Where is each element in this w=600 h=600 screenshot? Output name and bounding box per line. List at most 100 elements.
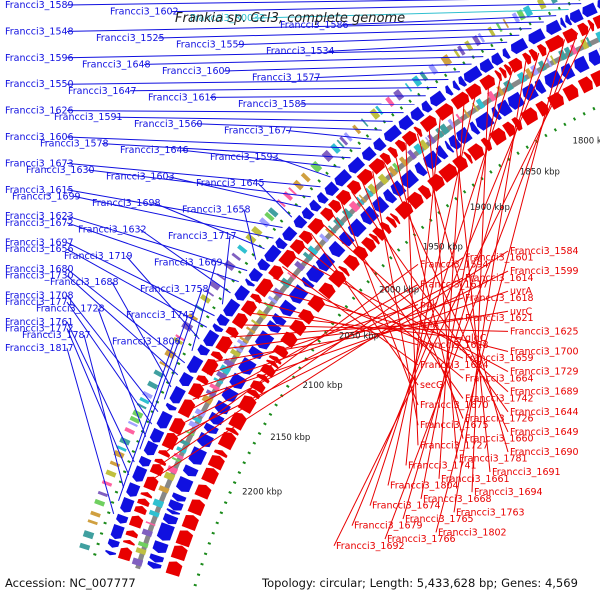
reverse-gene-label[interactable]: Francci3_1781 [459, 454, 528, 465]
reverse-gene-label[interactable]: Francci3_1621 [465, 313, 534, 324]
gene-arrow [587, 19, 595, 32]
forward-gene-label[interactable]: Francci3_1645 [196, 178, 265, 189]
forward-gene-label[interactable]: Francci3_1646 [120, 145, 189, 156]
reverse-gene-label[interactable]: Francci3_1664 [465, 373, 534, 384]
forward-gene-label[interactable]: Francci3_1771 [5, 297, 74, 308]
forward-gene-label[interactable]: Francci3_1589 [5, 0, 74, 11]
reverse-gene-label[interactable]: Francci3_1659 [465, 353, 534, 364]
forward-gene-label[interactable]: Francci3_1550 [5, 79, 74, 90]
forward-gene-label[interactable]: Francci3_1758 [140, 284, 209, 295]
forward-gene-label[interactable]: Francci3_1673 [5, 158, 74, 169]
reverse-gene-label[interactable]: Francci3_1700 [510, 347, 579, 358]
forward-gene-label[interactable]: Francci3_1719 [64, 251, 133, 262]
forward-gene-label[interactable]: Francci3_1728 [36, 304, 105, 315]
forward-gene-label[interactable]: Francci3_1630 [26, 165, 95, 176]
forward-gene-label[interactable]: Francci3_1772 [5, 323, 74, 334]
forward-gene-label[interactable]: Francci3_1602 [110, 7, 179, 18]
forward-gene-label[interactable]: Francci3_1603 [106, 172, 175, 183]
reverse-gene-label[interactable]: Francci3_1661 [441, 474, 510, 485]
forward-gene-label[interactable]: Francci3_1761 [5, 317, 74, 328]
reverse-gene-label[interactable]: Francci3_1679 [354, 521, 423, 532]
forward-gene-label[interactable]: Francci3_1669 [154, 257, 223, 268]
forward-gene-label[interactable]: Francci3_1577 [252, 73, 321, 84]
forward-gene-label[interactable]: Francci3_1525 [96, 33, 165, 44]
forward-gene-label[interactable]: Francci3_1817 [5, 343, 74, 354]
reverse-gene-label[interactable]: Francci3_1742 [465, 393, 534, 404]
reverse-gene-label[interactable]: Francci3_1634 [420, 360, 489, 371]
forward-gene-label[interactable]: Francci3_1698 [92, 198, 161, 209]
forward-gene-label[interactable]: Francci3_1699 [12, 191, 81, 202]
forward-gene-label[interactable]: Francci3_1787 [22, 330, 91, 341]
forward-gene-label[interactable]: Francci3_1578 [40, 139, 109, 150]
forward-gene-label[interactable]: Francci3_1647 [68, 86, 137, 97]
forward-gene-label[interactable]: Francci3_1632 [78, 224, 147, 235]
reverse-gene-label[interactable]: Francci3_1649 [510, 427, 579, 438]
reverse-gene-label[interactable]: Francci3_1675 [420, 420, 489, 431]
reverse-gene-label[interactable]: Francci3_1614 [465, 273, 534, 284]
forward-gene-label[interactable]: Francci3_1559 [176, 40, 245, 51]
label-leader [73, 195, 274, 239]
reverse-gene-label[interactable]: Francci3_1670 [420, 400, 489, 411]
forward-gene-label[interactable]: Francci3_1534 [266, 46, 335, 57]
reverse-gene-label[interactable]: Francci3_1617 [420, 280, 489, 291]
reverse-gene-label[interactable]: Francci3_1628 [420, 340, 489, 351]
forward-gene-label[interactable]: Francci3_1743 [126, 310, 195, 321]
reverse-gene-label[interactable]: uvrC [510, 306, 533, 317]
forward-gene-label[interactable]: Francci3_1626 [5, 106, 74, 117]
reverse-gene-label[interactable]: Francci3_1763 [456, 507, 525, 518]
reverse-gene-label[interactable]: uvrA [510, 286, 533, 297]
forward-gene-label[interactable]: Francci3_1708 [5, 290, 74, 301]
forward-gene-label[interactable]: Francci3_1680 [5, 264, 74, 275]
reverse-gene-label[interactable]: Francci3_1692 [336, 541, 405, 552]
reverse-gene-label[interactable]: Francci3_1765 [405, 514, 474, 525]
reverse-gene-label[interactable]: Francci3_1694 [474, 487, 543, 498]
reverse-gene-label[interactable]: glgC [465, 333, 487, 344]
forward-gene-label[interactable]: Francci3_1616 [148, 92, 217, 103]
reverse-gene-label[interactable]: Francci3_1625 [510, 326, 579, 337]
reverse-gene-label[interactable]: Francci3_1729 [510, 367, 579, 378]
forward-gene-label[interactable]: Francci3_1591 [54, 112, 123, 123]
forward-gene-label[interactable]: Francci3_R0032 [190, 13, 265, 24]
reverse-gene-label[interactable]: Francci3_1674 [372, 501, 441, 512]
forward-gene-label[interactable]: Francci3_1615 [5, 185, 74, 196]
reverse-gene-label[interactable]: Francci3_1726 [465, 414, 534, 425]
forward-gene-label[interactable]: Francci3_1656 [5, 244, 74, 255]
forward-gene-label[interactable]: Francci3_1672 [5, 218, 74, 229]
reverse-gene-label[interactable]: Francci3_1644 [510, 407, 579, 418]
reverse-gene-label[interactable]: Francci3_1689 [510, 387, 579, 398]
forward-gene-label[interactable]: Francci3_1648 [82, 59, 151, 70]
reverse-gene-label[interactable]: Francci3_1618 [465, 293, 534, 304]
forward-gene-label[interactable]: Francci3_1593 [210, 152, 279, 163]
reverse-gene-label[interactable]: Francci3_1802 [438, 527, 507, 538]
forward-gene-label[interactable]: Francci3_1717 [168, 231, 237, 242]
forward-gene-label[interactable]: Francci3_1586 [280, 20, 349, 31]
reverse-gene-label[interactable]: Francci3_1691 [492, 467, 561, 478]
forward-gene-label[interactable]: Francci3_1697 [5, 238, 74, 249]
reverse-gene-label[interactable]: Francci3_1727 [420, 440, 489, 451]
forward-gene-label[interactable]: Francci3_1596 [5, 53, 74, 64]
forward-gene-label[interactable]: Francci3_1606 [5, 132, 74, 143]
reverse-gene-label[interactable]: Francci3_1766 [387, 534, 456, 545]
reverse-gene-label[interactable]: Francci3_1601 [465, 253, 534, 264]
reverse-gene-label[interactable]: pgk [420, 300, 438, 311]
reverse-gene-label[interactable]: Francci3_1741 [408, 460, 477, 471]
forward-gene-label[interactable]: Francci3_1658 [182, 205, 251, 216]
reverse-gene-label[interactable]: Francci3_1599 [510, 266, 579, 277]
reverse-gene-label[interactable]: Francci3_1584 [510, 246, 579, 257]
forward-gene-label[interactable]: Francci3_1609 [162, 66, 231, 77]
forward-gene-label[interactable]: Francci3_1623 [5, 211, 74, 222]
forward-gene-label[interactable]: Francci3_1688 [50, 277, 119, 288]
forward-gene-label[interactable]: Francci3_1677 [224, 125, 293, 136]
forward-gene-label[interactable]: Francci3_1806 [112, 337, 181, 348]
reverse-gene-label[interactable]: Francci3_1668 [423, 494, 492, 505]
forward-gene-label[interactable]: Francci3_1560 [134, 119, 203, 130]
reverse-gene-label[interactable]: Francci3_1660 [465, 434, 534, 445]
reverse-gene-label[interactable]: Francci3_1690 [510, 447, 579, 458]
reverse-gene-label[interactable]: Francci3_1594 [420, 259, 489, 270]
forward-gene-label[interactable]: Francci3_1548 [5, 26, 74, 37]
reverse-gene-label[interactable]: Francci3_1804 [390, 481, 459, 492]
reverse-gene-label[interactable]: secG [420, 380, 443, 391]
reverse-gene-label[interactable]: tpiA [420, 320, 439, 331]
forward-gene-label[interactable]: Francci3_1585 [238, 99, 307, 110]
forward-gene-label[interactable]: Francci3_1730 [5, 271, 74, 282]
